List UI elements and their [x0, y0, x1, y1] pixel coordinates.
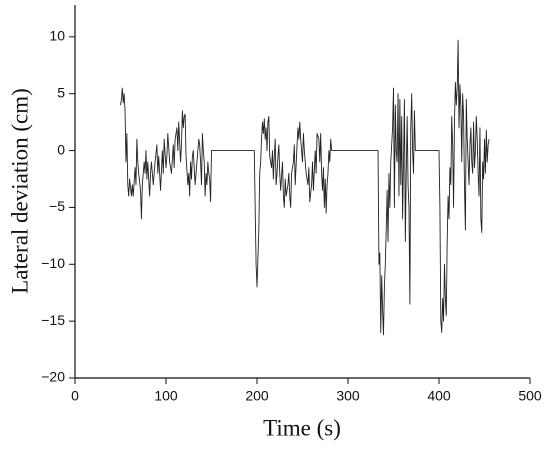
x-tick-label: 0 [71, 388, 79, 404]
x-tick-label: 500 [518, 388, 542, 404]
x-tick-label: 200 [245, 388, 269, 404]
y-tick-label: 0 [57, 141, 65, 157]
data-line [120, 39, 490, 336]
x-tick-label: 400 [427, 388, 451, 404]
y-tick-label: 10 [49, 28, 65, 44]
x-tick-label: 100 [154, 388, 178, 404]
y-tick-label: −15 [41, 312, 65, 328]
y-tick-label: −20 [41, 369, 65, 385]
y-axis-label: Lateral deviation (cm) [7, 88, 32, 294]
y-tick-label: 5 [57, 84, 65, 100]
y-tick-label: −10 [41, 255, 65, 271]
y-tick-label: −5 [49, 198, 65, 214]
x-axis-label: Time (s) [263, 415, 341, 440]
x-tick-label: 300 [336, 388, 360, 404]
